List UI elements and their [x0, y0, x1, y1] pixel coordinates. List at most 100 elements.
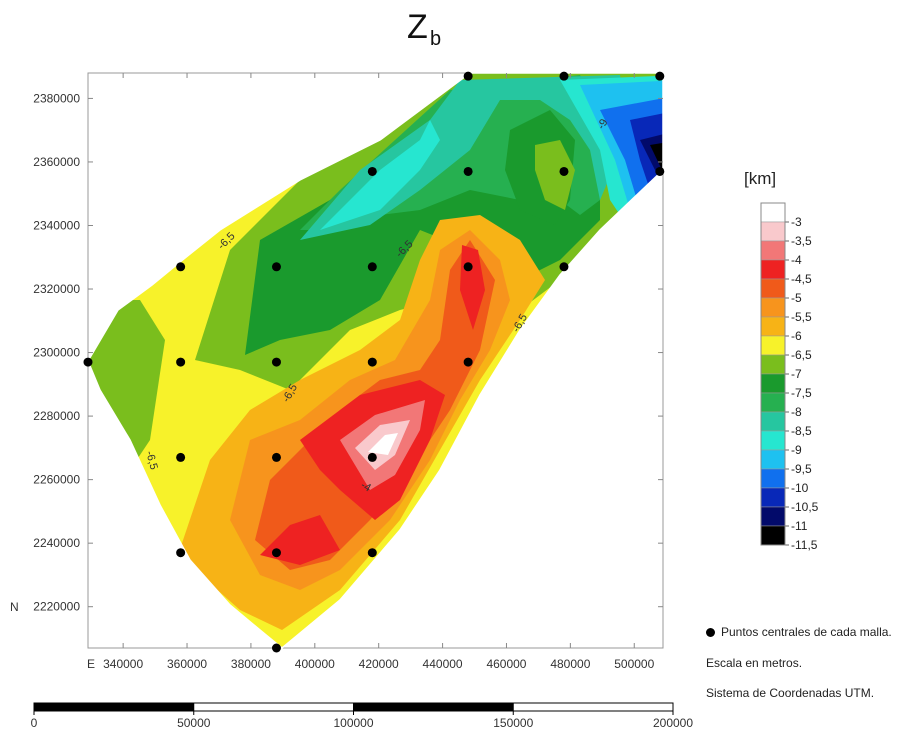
scale-tick-label: 100000 [333, 716, 373, 730]
points-legend: Puntos centrales de cada malla. [706, 625, 892, 639]
legend-swatch [760, 487, 786, 508]
legend-swatch [760, 411, 786, 432]
legend-label: -9 [791, 443, 802, 457]
legend-swatch [760, 335, 786, 356]
legend-swatch [760, 240, 786, 261]
chart-title-subscript: b [430, 28, 441, 50]
legend-label: -7 [791, 367, 802, 381]
y-tick-label: 2260000 [33, 473, 80, 487]
grid-point [271, 262, 281, 272]
grid-point [367, 452, 377, 462]
grid-point [655, 71, 665, 81]
y-tick-label: 2280000 [33, 409, 80, 423]
domain-outline [87, 72, 664, 649]
legend-units: [km] [744, 169, 776, 188]
points-legend-text: Puntos centrales de cada malla. [721, 625, 892, 639]
region-light-green-east [535, 140, 575, 210]
legend-label: -8 [791, 405, 802, 419]
legend-label: -8,5 [791, 424, 812, 438]
grid-point [367, 262, 377, 272]
grid-point [463, 357, 473, 367]
x-tick-label: 400000 [295, 657, 335, 671]
region-cyan-west [320, 120, 440, 230]
legend-label: -3 [791, 215, 802, 229]
legend-label: -10 [791, 481, 809, 495]
legend-swatch [760, 468, 786, 489]
x-tick-label: 420000 [359, 657, 399, 671]
y-axis: 2220000 2240000 2260000 2280000 2300000 23200… [33, 91, 663, 614]
scale-tick-label: 150000 [493, 716, 533, 730]
legend-swatch [760, 506, 786, 527]
grid-point [559, 166, 569, 176]
grid-point [271, 452, 281, 462]
x-tick-label: 380000 [231, 657, 271, 671]
scale-segment [193, 702, 354, 712]
legend-swatch [760, 297, 786, 318]
legend-swatch [760, 221, 786, 242]
legend-label: -6 [791, 329, 802, 343]
grid-point [463, 166, 473, 176]
x-tick-label: 500000 [614, 657, 654, 671]
grid-point [83, 357, 93, 367]
y-tick-label: 2240000 [33, 536, 80, 550]
grid-point [463, 262, 473, 272]
grid-point [463, 71, 473, 81]
legend-swatch [760, 202, 786, 223]
legend-swatch [760, 259, 786, 280]
legend-label: -10,5 [791, 500, 819, 514]
legend-swatch [760, 278, 786, 299]
legend-swatch [760, 316, 786, 337]
grid-point [176, 452, 186, 462]
legend-swatch [760, 373, 786, 394]
scale-bar: 0 50000 100000 150000 200000 [31, 702, 693, 730]
legend-swatch [760, 525, 786, 546]
legend-label: -9,5 [791, 462, 812, 476]
y-tick-label: 2320000 [33, 282, 80, 296]
y-tick-label: 2220000 [33, 600, 80, 614]
y-tick-label: 2380000 [33, 91, 80, 105]
grid-point [655, 166, 665, 176]
legend-label: -11 [791, 519, 808, 533]
legend-label: -7,5 [791, 386, 812, 400]
chart-title: Z [407, 8, 428, 46]
point-dot-icon [706, 628, 715, 638]
legend-swatch [760, 449, 786, 470]
grid-point [271, 643, 281, 653]
scale-tick-label: 200000 [653, 716, 693, 730]
legend-label: -11,5 [791, 538, 818, 552]
east-axis-letter: E [87, 657, 95, 671]
x-tick-label: 440000 [423, 657, 463, 671]
legend-border [760, 202, 786, 546]
scale-tick-label: 50000 [177, 716, 211, 730]
grid-point [559, 71, 569, 81]
x-tick-label: 340000 [103, 657, 143, 671]
x-tick-label: 460000 [486, 657, 526, 671]
scale-segment [33, 702, 195, 712]
region-black [650, 140, 663, 180]
grid-point [271, 548, 281, 558]
legend-swatch [760, 354, 786, 375]
grid-point [367, 166, 377, 176]
y-tick-label: 2300000 [33, 346, 80, 360]
legend-label: -4 [791, 253, 802, 267]
scale-segment [353, 702, 514, 712]
x-tick-label: 360000 [167, 657, 207, 671]
legend-label: -5 [791, 291, 802, 305]
color-legend: -3 -3,5 -4 -4,5 -5 -5,5 -6 -6,5 -7 -7,5 -8 -8,5 -9 -9… [760, 202, 819, 552]
grid-point [176, 357, 186, 367]
legend-label: -3,5 [791, 234, 812, 248]
grid-point [176, 548, 186, 558]
grid-points [83, 71, 665, 653]
region-white-core [368, 433, 398, 455]
y-tick-label: 2360000 [33, 155, 80, 169]
x-axis: 340000 360000 380000 400000 420000 440000 4600… [103, 73, 655, 671]
grid-point [176, 262, 186, 272]
coords-note: Sistema de Coordenadas UTM. [706, 686, 875, 700]
grid-point [271, 357, 281, 367]
north-axis-letter: N [10, 600, 19, 614]
legend-swatch [760, 392, 786, 413]
contour-fills [88, 73, 663, 648]
contour-label: -6,5 [143, 450, 160, 471]
legend-label: -6,5 [791, 348, 812, 362]
